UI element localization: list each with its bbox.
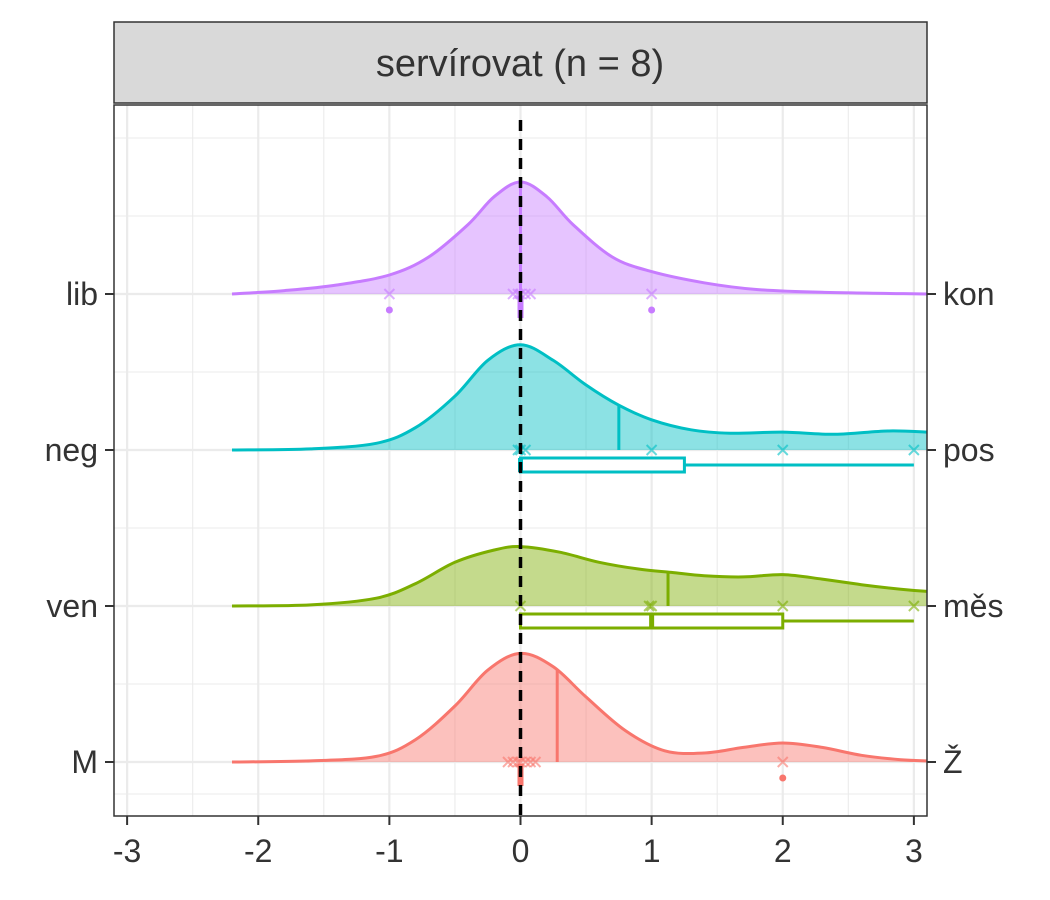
ridge-ven [231, 545, 928, 630]
density-curve [231, 180, 928, 296]
data-point [645, 288, 658, 300]
data-point [777, 756, 789, 768]
data-point [645, 600, 658, 612]
chart-title: servírovat (n = 8) [376, 43, 664, 85]
data-point [507, 756, 519, 768]
data-point [507, 288, 519, 300]
data-point [908, 444, 920, 456]
data-point [908, 600, 920, 612]
y-label-right: pos [943, 432, 995, 468]
density-curve [231, 545, 928, 608]
ridges [231, 180, 928, 786]
outlier-dot [648, 306, 656, 314]
y-label-right: Ž [943, 744, 963, 780]
density-area [232, 182, 927, 294]
data-point [777, 600, 789, 612]
data-point [777, 444, 789, 456]
outlier-dot [385, 306, 393, 314]
density-curve [231, 651, 928, 764]
density-area [232, 546, 927, 606]
y-label-right: měs [943, 588, 1003, 624]
density-area [232, 344, 927, 450]
x-tick-label: -3 [113, 833, 141, 869]
data-point [383, 288, 396, 300]
y-label-right: kon [943, 276, 995, 312]
strip-background [113, 21, 928, 104]
x-tick-label: 3 [905, 833, 923, 869]
y-label-left: neg [45, 432, 98, 468]
data-point [502, 756, 514, 768]
outlier-dot [779, 774, 787, 782]
x-tick-label: -2 [244, 833, 272, 869]
x-tick-label: 0 [512, 833, 530, 869]
data-point [524, 756, 537, 768]
ridge-neg [231, 343, 928, 474]
outlier-stack [517, 296, 524, 318]
y-label-left: M [71, 744, 98, 780]
data-point [529, 756, 542, 768]
x-tick-label: 2 [774, 833, 792, 869]
x-tick-label: -1 [375, 833, 403, 869]
density-area [232, 653, 927, 762]
data-point [524, 288, 537, 300]
y-label-left: ven [46, 588, 98, 624]
density-curve [231, 343, 928, 452]
box [519, 456, 686, 474]
x-tick-label: 1 [643, 833, 661, 869]
axes: -3 -2 -1 0 1 2 3 lib kon neg pos ven měs M Ž [45, 276, 1004, 869]
y-label-left: lib [66, 276, 98, 312]
data-point [643, 600, 655, 612]
data-point [645, 444, 658, 456]
